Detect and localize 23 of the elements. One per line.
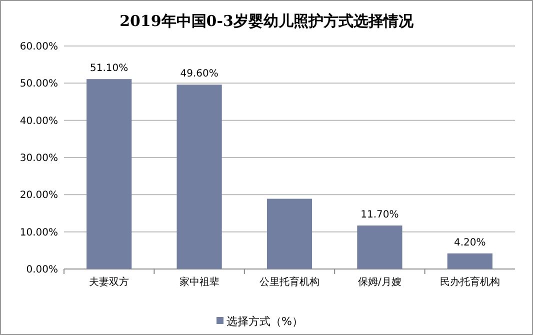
y-tick-label: 10.00% [20,227,58,238]
y-tick-label: 50.00% [20,78,58,90]
bar [357,226,402,269]
data-label: 11.70% [360,210,399,221]
data-label: 51.10% [90,63,128,74]
chart-title: 2019年中国0-3岁婴幼儿照护方式选择情况 [120,12,414,30]
y-tick-label: 30.00% [20,153,58,164]
bar [447,253,492,269]
data-label: 4.20% [454,237,486,248]
x-tick-label: 夫妻双方 [89,276,130,288]
y-tick-label: 20.00% [20,190,58,202]
legend-label: 选择方式（%） [226,314,303,328]
x-tick-label: 公里托育机构 [260,276,320,288]
bar [86,79,132,269]
x-tick-label: 保姆/月嫂 [358,277,402,288]
bar [176,84,222,269]
data-label: 49.60% [180,68,218,80]
y-tick-label: 60.00% [20,42,58,52]
bar [266,198,312,269]
x-tick-label: 民办托育机构 [440,276,500,288]
y-tick-label: 0.00% [26,264,58,276]
y-tick-label: 40.00% [20,116,58,127]
x-tick-label: 家中祖辈 [179,276,220,288]
